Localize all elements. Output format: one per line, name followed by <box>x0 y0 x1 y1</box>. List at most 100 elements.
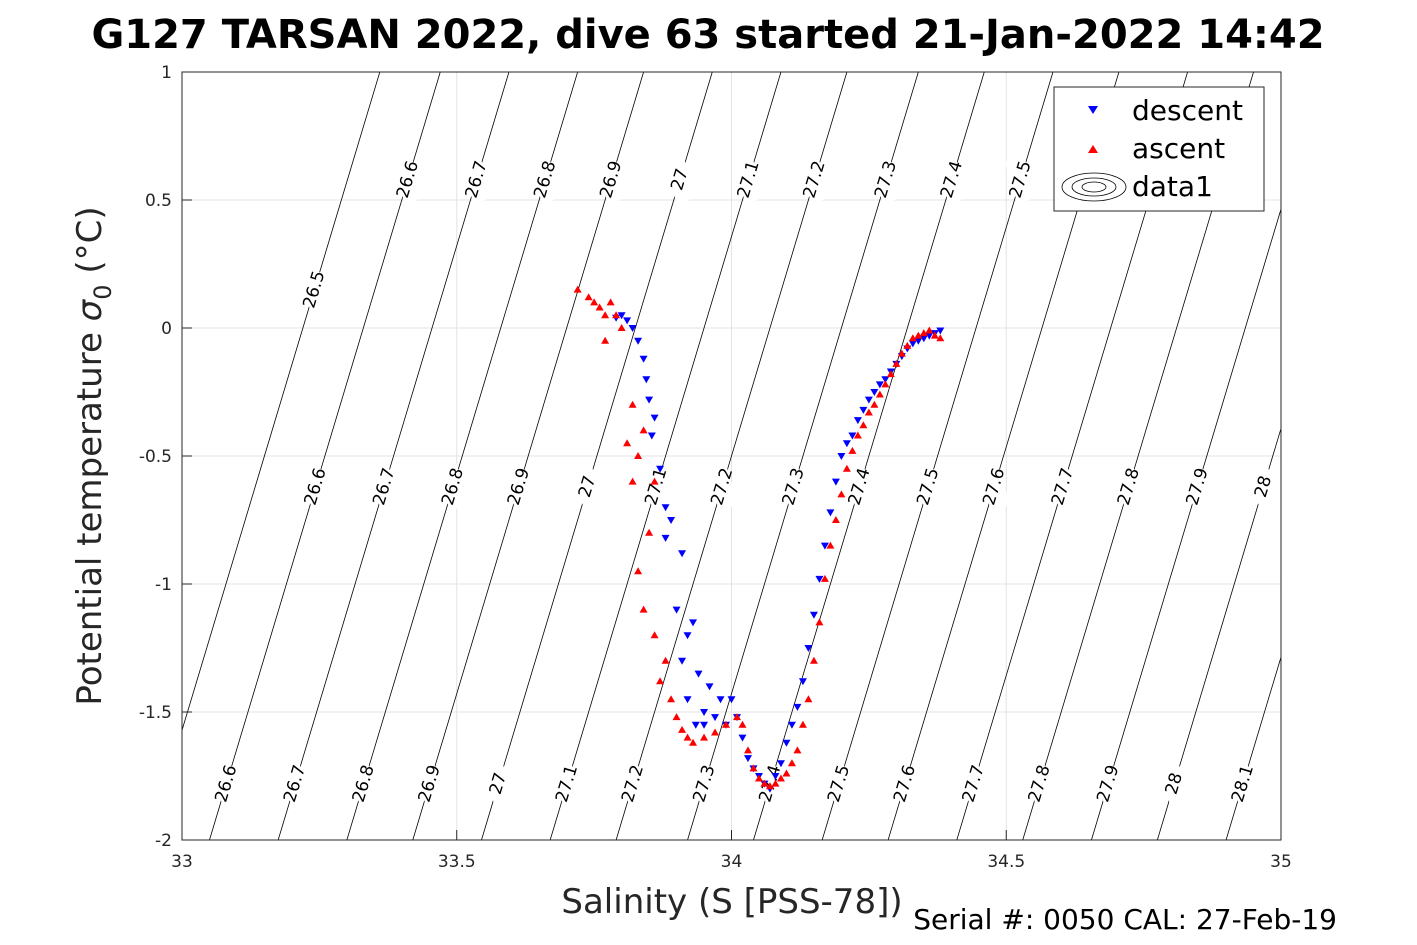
density-contour-label-bg <box>571 462 604 511</box>
descent-point <box>848 432 857 440</box>
descent-point <box>727 696 736 704</box>
ascent-point <box>754 774 763 782</box>
descent-point <box>782 739 791 747</box>
density-contour-label-bg <box>1004 155 1037 204</box>
descent-point <box>628 325 637 332</box>
ascent-point <box>601 336 610 344</box>
ascent-point <box>776 774 785 782</box>
y-axis-label-symbol: σ <box>70 298 110 321</box>
ascent-point <box>787 759 796 767</box>
descent-point <box>820 542 829 550</box>
density-contour-label-bg <box>870 155 902 204</box>
ascent-point <box>645 528 654 536</box>
y-tick-label: -1.5 <box>139 703 172 723</box>
descent-point <box>642 376 651 384</box>
ascent-point <box>678 725 687 733</box>
descent-point <box>667 517 676 524</box>
density-contour-line <box>412 71 644 841</box>
series-ascent <box>573 285 945 790</box>
legend-item-descent: descent <box>1088 94 1243 127</box>
legend-item-data1: data1 <box>1061 170 1213 203</box>
ascent-point <box>584 293 593 301</box>
ascent-point <box>601 311 610 319</box>
ascent-point <box>661 656 670 664</box>
descent-point <box>908 340 917 348</box>
density-contour-label-bg <box>843 462 876 511</box>
x-tick-label: 34.5 <box>987 852 1025 872</box>
descent-point <box>623 317 632 325</box>
descent-point <box>678 657 687 665</box>
serial-cal-footer: Serial #: 0050 CAL: 27-Feb-19 <box>913 903 1337 936</box>
axis-ticks: 33 33.5 34 34.5 35 -2 -1.5 -1 -0.5 0 0.5 1 <box>139 63 1292 872</box>
descent-point <box>776 760 785 768</box>
legend-box <box>1053 86 1265 212</box>
descent-point <box>826 509 835 517</box>
ascent-point <box>628 400 637 408</box>
ascent-point <box>820 574 829 582</box>
density-contour-label-bg <box>437 462 469 511</box>
descent-point <box>711 714 720 722</box>
descent-point <box>864 396 873 404</box>
descent-point <box>634 337 643 345</box>
ascent-point <box>711 728 720 736</box>
density-contour-line <box>549 71 782 841</box>
ascent-point <box>826 541 835 549</box>
ascent-point <box>925 326 934 334</box>
density-contour-label-bg <box>1158 759 1191 808</box>
descent-point <box>738 734 747 742</box>
density-contour-label-bg <box>957 759 990 808</box>
descent-point <box>815 575 824 583</box>
ascent-point <box>738 720 747 728</box>
legend: descent ascent data1 <box>1053 86 1265 212</box>
density-contour-label-bg <box>460 155 493 204</box>
ascent-point <box>590 298 599 306</box>
ascent-point <box>634 452 643 459</box>
legend-descent-marker-icon <box>1088 106 1098 114</box>
density-contour-label-bg <box>706 462 739 511</box>
descent-point <box>853 417 862 425</box>
density-contour-label-bg <box>1227 759 1259 808</box>
y-axis-label-unit: (°C) <box>70 206 110 284</box>
ascent-point <box>573 285 582 293</box>
density-contour-line <box>687 71 919 841</box>
ascent-point <box>837 490 846 498</box>
ascent-point <box>897 349 906 357</box>
density-contour-label-bg <box>298 265 331 314</box>
descent-point <box>743 755 752 763</box>
legend-descent-label: descent <box>1132 94 1243 127</box>
density-contour-label-bg <box>1047 462 1079 511</box>
ascent-point <box>595 303 604 311</box>
density-contour-label-bg <box>347 759 380 808</box>
density-contour-label-bg <box>688 759 721 808</box>
descent-point <box>793 703 802 711</box>
density-contour-line <box>277 71 510 841</box>
y-tick-label: 0 <box>161 319 172 339</box>
descent-point <box>656 465 665 473</box>
density-contour-label-bg <box>798 155 831 204</box>
ascent-point <box>667 695 676 703</box>
y-tick-label: -2 <box>155 831 172 851</box>
legend-data1-label: data1 <box>1132 170 1213 203</box>
ascent-point <box>650 477 659 485</box>
descent-point <box>661 504 670 512</box>
ascent-point <box>656 677 665 685</box>
x-tick-label: 34 <box>721 852 743 872</box>
ascent-point <box>798 720 807 728</box>
y-tick-label: 1 <box>161 63 172 83</box>
descent-point <box>875 381 884 389</box>
ascent-point <box>815 618 824 626</box>
density-contour-label-bg <box>732 155 765 204</box>
density-contour-label-bg <box>299 462 332 511</box>
descent-point <box>837 453 846 460</box>
descent-point <box>691 721 700 729</box>
density-contour-line <box>615 71 848 841</box>
ascent-point <box>859 421 868 429</box>
ascent-point <box>743 746 752 754</box>
y-tick-label: -0.5 <box>139 447 172 467</box>
density-contour-label-bg <box>1112 462 1145 511</box>
chart-title: G127 TARSAN 2022, dive 63 started 21-Jan… <box>91 12 1324 58</box>
ascent-point <box>771 779 780 787</box>
ascent-point <box>919 329 928 337</box>
ascent-point <box>732 713 741 721</box>
y-axis-label: Potential temperature σ0 (°C) <box>70 206 117 705</box>
